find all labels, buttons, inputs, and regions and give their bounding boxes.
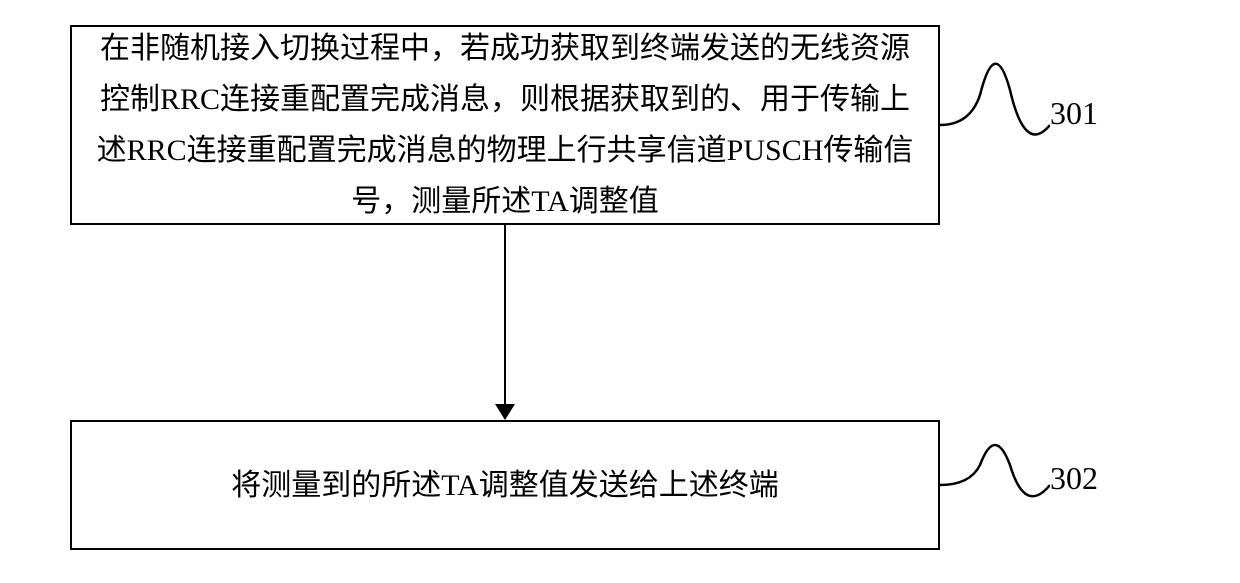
curve-connector-1 (940, 25, 1050, 225)
arrow-shaft (504, 225, 506, 404)
flowchart-step-1: 在非随机接入切换过程中，若成功获取到终端发送的无线资源控制RRC连接重配置完成消… (70, 25, 940, 225)
flowchart-step-2-text: 将测量到的所述TA调整值发送给上述终端 (231, 460, 779, 511)
flowchart-step-1-text: 在非随机接入切换过程中，若成功获取到终端发送的无线资源控制RRC连接重配置完成消… (96, 23, 914, 227)
flowchart-container: 在非随机接入切换过程中，若成功获取到终端发送的无线资源控制RRC连接重配置完成消… (0, 0, 1240, 583)
curve-connector-2 (940, 420, 1050, 550)
step-label-2: 302 (1050, 460, 1098, 497)
step-label-1: 301 (1050, 95, 1098, 132)
flowchart-step-2: 将测量到的所述TA调整值发送给上述终端 (70, 420, 940, 550)
arrow-head-icon (495, 404, 515, 420)
